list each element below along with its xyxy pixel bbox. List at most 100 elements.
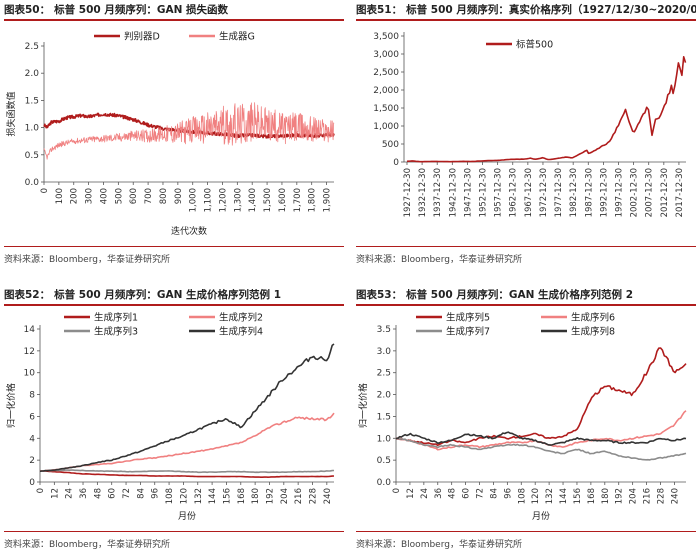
x-tick-label: 84	[489, 488, 499, 499]
series-line	[395, 431, 687, 446]
x-tick-label: 2017-12-30	[675, 168, 685, 217]
x-tick-label: 1997-12-30	[614, 168, 624, 217]
legend-label: 标普500	[516, 39, 553, 51]
panel-title: 图表53： 标普 500 月频序列：GAN 生成价格序列范例 2	[356, 287, 696, 305]
x-tick-label: 72	[476, 488, 486, 499]
series-line	[396, 347, 687, 447]
panel-loss-function: 图表50： 标普 500 月频序列：GAN 损失函数 0.0 0.5 1.0 1.5 2.…	[4, 0, 344, 268]
x-tick-label: 300	[85, 188, 95, 204]
y-axis-title: 归一化价格	[5, 383, 17, 428]
y-tick-label: 2.0	[377, 391, 392, 401]
x-tick-label: 108	[165, 488, 175, 504]
y-tick-label: 0	[393, 158, 399, 168]
x-tick-label: 1947-12-30	[463, 168, 473, 217]
x-tick-label: 48	[448, 488, 458, 499]
x-tick-label: 100	[55, 188, 65, 204]
x-tick-label: 204	[629, 488, 639, 504]
x-tick-label: 1,000	[189, 188, 199, 212]
x-axis-title: 月份	[178, 510, 196, 522]
x-tick-label: 1942-12-30	[448, 168, 458, 217]
x-tick-label: 400	[99, 188, 109, 204]
x-tick-label: 36	[434, 488, 444, 499]
panel-title: 图表50： 标普 500 月频序列：GAN 损失函数	[4, 2, 344, 20]
x-tick-label: 108	[517, 488, 527, 504]
y-tick-label: 0.5	[25, 151, 39, 161]
x-tick-label: 1992-12-30	[599, 168, 609, 217]
y-tick-label: 3,000	[373, 50, 399, 60]
y-tick-label: 3.5	[377, 325, 391, 335]
x-tick-label: 48	[93, 488, 103, 499]
x-tick-label: 120	[179, 488, 189, 504]
figure-title: 标普 500 月频序列：GAN 生成价格序列范例 2	[406, 289, 634, 301]
x-tick-label: 144	[208, 488, 218, 504]
x-tick-label: 12	[50, 488, 60, 499]
title-rule	[4, 304, 344, 306]
x-tick-label: 120	[531, 488, 541, 504]
x-tick-label: 156	[222, 488, 232, 504]
x-tick-label: 1,100	[204, 188, 214, 212]
x-tick-label: 1,200	[218, 188, 228, 212]
x-tick-label: 204	[280, 488, 290, 504]
legend-label: 生成序列4	[219, 326, 263, 338]
x-tick-label: 1952-12-30	[479, 168, 489, 217]
x-tick-label: 1,500	[263, 188, 273, 212]
y-tick-label: 3.0	[377, 347, 392, 357]
x-tick-label: 1927-12-30	[403, 168, 413, 217]
x-axis-title: 迭代次数	[171, 225, 207, 237]
x-tick-label: 800	[159, 188, 169, 204]
source-rule	[4, 531, 344, 532]
x-tick-label: 180	[251, 488, 261, 504]
y-tick-label: 1.5	[377, 412, 391, 422]
y-tick-label: 1.0	[377, 434, 392, 444]
panel-gan-sample-2: 图表53： 标普 500 月频序列：GAN 生成价格序列范例 2 0.0 0.5 1.…	[356, 285, 696, 553]
x-tick-label: 60	[462, 488, 472, 499]
x-tick-label: 192	[615, 488, 625, 504]
x-tick-label: 156	[573, 488, 583, 504]
x-tick-label: 240	[670, 488, 680, 504]
y-axis-title: 损失函数值	[5, 91, 17, 136]
x-tick-label: 1957-12-30	[494, 168, 504, 217]
x-tick-label: 1937-12-30	[433, 168, 443, 217]
x-tick-label: 2007-12-30	[645, 168, 655, 217]
source-rule	[356, 531, 696, 532]
x-tick-label: 24	[420, 488, 430, 499]
series-line	[406, 55, 687, 163]
y-tick-label: 1.5	[25, 96, 39, 106]
figure-label: 图表51：	[356, 4, 403, 16]
x-tick-label: 168	[587, 488, 597, 504]
title-rule	[356, 304, 696, 306]
x-axis-title: 月份	[532, 510, 550, 522]
panel-title: 图表52： 标普 500 月频序列：GAN 生成价格序列范例 1	[4, 287, 344, 305]
x-tick-label: 500	[114, 188, 124, 204]
y-tick-label: 14	[24, 325, 36, 335]
x-tick-label: 96	[503, 488, 513, 499]
x-tick-label: 1,800	[308, 188, 318, 212]
x-tick-label: 60	[108, 488, 118, 499]
x-tick-label: 1,700	[293, 188, 303, 212]
x-tick-label: 96	[151, 488, 161, 499]
series-line	[39, 469, 335, 474]
panel-title: 图表51： 标普 500 月频序列：真实价格序列（1927/12/30~2020/…	[356, 2, 696, 20]
x-tick-label: 1962-12-30	[509, 168, 519, 217]
x-tick-label: 1932-12-30	[418, 168, 428, 217]
x-tick-label: 1987-12-30	[584, 168, 594, 217]
legend-label: 判别器D	[124, 31, 160, 43]
legend-label: 生成序列2	[219, 312, 263, 324]
legend-label: 生成序列7	[446, 326, 490, 338]
x-tick-label: 132	[194, 488, 204, 504]
x-tick-label: 12	[406, 488, 416, 499]
y-tick-label: 0.5	[377, 456, 391, 466]
y-tick-label: 1,000	[373, 122, 399, 132]
y-tick-label: 1,500	[373, 104, 399, 114]
x-tick-label: 240	[323, 488, 333, 504]
y-tick-label: 2,500	[373, 68, 399, 78]
source-note: 资料来源：Bloomberg，华泰证券研究所	[356, 540, 522, 550]
y-tick-label: 4	[29, 434, 35, 444]
x-tick-label: 0	[392, 488, 402, 493]
legend-label: 生成序列5	[446, 312, 490, 324]
y-tick-label: 2,000	[373, 86, 399, 96]
series-line	[39, 412, 335, 472]
legend-label: 生成器G	[219, 31, 255, 43]
x-tick-label: 1,400	[248, 188, 258, 212]
x-tick-label: 180	[601, 488, 611, 504]
